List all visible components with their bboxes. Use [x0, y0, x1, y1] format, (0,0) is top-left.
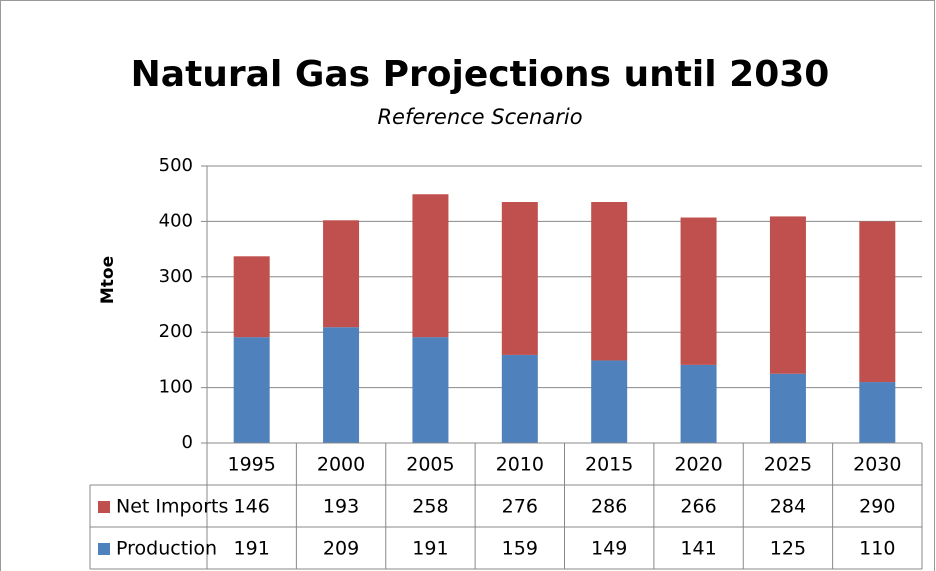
- bar-segment: [591, 360, 628, 443]
- x-tick-label: 2020: [674, 454, 722, 476]
- bar-segment: [859, 221, 896, 383]
- bar-segment: [859, 382, 896, 443]
- legend-swatch: [98, 543, 110, 555]
- legend-swatch: [98, 501, 110, 513]
- table-value: 149: [591, 538, 627, 560]
- x-tick-label: 2025: [764, 454, 812, 476]
- y-axis-label: Mtoe: [98, 256, 118, 304]
- table-value: 209: [323, 538, 359, 560]
- bar-segment: [680, 364, 717, 443]
- table-value: 141: [680, 538, 716, 560]
- table-value: 193: [323, 496, 359, 518]
- bar-segment: [680, 217, 717, 365]
- bar-segment: [412, 194, 449, 338]
- y-tick-label: 100: [159, 377, 193, 398]
- legend-label: Net Imports: [116, 496, 228, 518]
- y-tick-label: 500: [159, 155, 193, 176]
- x-tick-label: 2005: [406, 454, 454, 476]
- bar-segment: [769, 373, 806, 443]
- table-value: 284: [770, 496, 806, 518]
- bar-segment: [323, 327, 360, 443]
- y-tick-label: 0: [182, 432, 193, 453]
- table-value: 276: [502, 496, 538, 518]
- table-value: 125: [770, 538, 806, 560]
- bar-segment: [323, 220, 360, 328]
- table-value: 110: [859, 538, 895, 560]
- chart-title: Natural Gas Projections until 2030: [131, 54, 830, 95]
- table-value: 258: [412, 496, 448, 518]
- x-tick-label: 2015: [585, 454, 633, 476]
- table-value: 286: [591, 496, 627, 518]
- y-tick-label: 300: [159, 266, 193, 287]
- table-value: 290: [859, 496, 895, 518]
- chart-subtitle: Reference Scenario: [377, 105, 582, 129]
- x-tick-label: 2000: [317, 454, 365, 476]
- x-tick-label: 1995: [228, 454, 276, 476]
- x-tick-label: 2010: [496, 454, 544, 476]
- bar-segment: [501, 354, 538, 443]
- bar-segment: [769, 216, 806, 374]
- y-tick-label: 200: [159, 321, 193, 342]
- bar-segment: [412, 337, 449, 443]
- bar-segment: [233, 256, 270, 338]
- bar-segment: [591, 202, 628, 361]
- bar-segment: [233, 337, 270, 443]
- table-value: 146: [234, 496, 270, 518]
- legend-label: Production: [116, 538, 217, 560]
- table-value: 191: [412, 538, 448, 560]
- x-tick-label: 2030: [853, 454, 901, 476]
- table-value: 159: [502, 538, 538, 560]
- table-value: 191: [234, 538, 270, 560]
- y-tick-label: 400: [159, 210, 193, 231]
- table-value: 266: [680, 496, 716, 518]
- bar-segment: [501, 202, 538, 355]
